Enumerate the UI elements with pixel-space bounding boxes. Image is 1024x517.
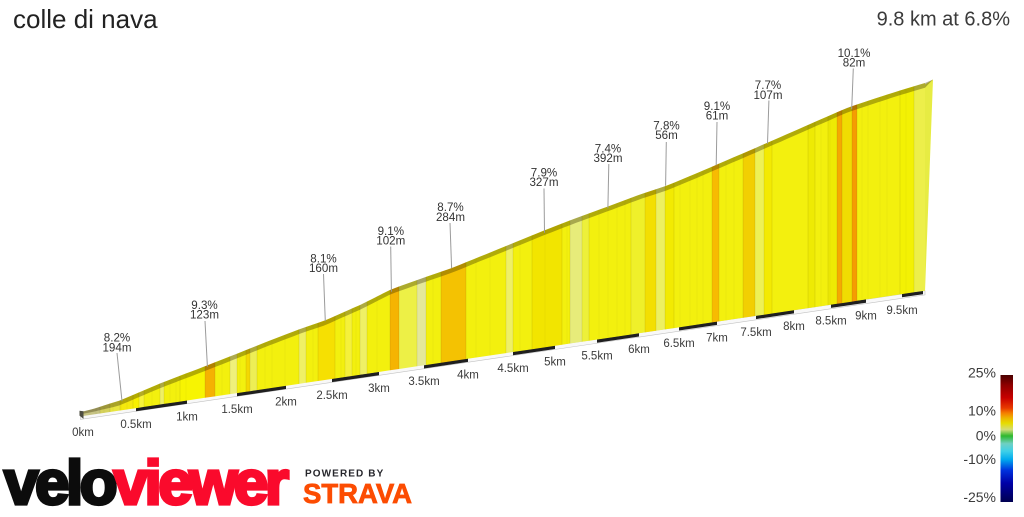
svg-text:viewer: viewer: [114, 449, 289, 512]
svg-text:2.5km: 2.5km: [316, 390, 347, 402]
svg-text:327m: 327m: [529, 176, 558, 189]
svg-text:colle di nava: colle di nava: [13, 4, 158, 34]
svg-text:9.1%: 9.1%: [378, 225, 404, 238]
svg-text:61m: 61m: [706, 110, 729, 123]
svg-text:4km: 4km: [457, 370, 479, 382]
svg-text:STRAVA: STRAVA: [303, 478, 412, 509]
svg-text:160m: 160m: [309, 262, 338, 275]
svg-text:1km: 1km: [176, 411, 198, 423]
svg-text:3.5km: 3.5km: [408, 376, 439, 388]
svg-text:2km: 2km: [275, 397, 297, 409]
svg-text:0.5km: 0.5km: [120, 419, 151, 431]
svg-text:9.8 km at 6.8%: 9.8 km at 6.8%: [877, 9, 1011, 31]
svg-text:82m: 82m: [843, 57, 866, 70]
svg-text:POWERED BY: POWERED BY: [305, 468, 384, 479]
svg-text:9km: 9km: [855, 310, 877, 322]
svg-text:4.5km: 4.5km: [497, 363, 528, 375]
svg-text:6.5km: 6.5km: [663, 338, 694, 350]
svg-text:102m: 102m: [376, 235, 405, 248]
svg-text:10.1%: 10.1%: [838, 47, 871, 60]
svg-text:7.7%: 7.7%: [755, 79, 781, 92]
svg-text:7.8%: 7.8%: [653, 120, 679, 133]
svg-text:123m: 123m: [190, 308, 219, 321]
svg-text:0km: 0km: [72, 427, 94, 439]
svg-text:0%: 0%: [976, 428, 996, 444]
svg-text:7.9%: 7.9%: [531, 166, 557, 179]
svg-text:-25%: -25%: [963, 489, 996, 505]
svg-text:9.5km: 9.5km: [886, 305, 917, 317]
svg-text:5.5km: 5.5km: [581, 350, 612, 362]
svg-text:7km: 7km: [706, 333, 728, 345]
svg-text:284m: 284m: [436, 211, 465, 224]
svg-text:9.3%: 9.3%: [191, 299, 217, 312]
svg-text:9.1%: 9.1%: [704, 100, 730, 113]
svg-text:25%: 25%: [968, 365, 996, 381]
svg-text:5km: 5km: [544, 357, 566, 369]
svg-text:7.4%: 7.4%: [595, 142, 621, 155]
svg-text:10%: 10%: [968, 403, 996, 419]
svg-text:56m: 56m: [655, 129, 678, 142]
svg-text:8.1%: 8.1%: [310, 253, 336, 266]
svg-text:107m: 107m: [753, 89, 782, 102]
svg-text:8.7%: 8.7%: [437, 201, 463, 214]
svg-text:194m: 194m: [102, 341, 131, 354]
svg-text:velo: velo: [4, 449, 116, 512]
svg-text:8.2%: 8.2%: [104, 332, 130, 345]
svg-text:3km: 3km: [368, 383, 390, 395]
svg-text:8km: 8km: [783, 321, 805, 333]
svg-text:8.5km: 8.5km: [815, 316, 846, 328]
svg-text:-10%: -10%: [963, 451, 996, 467]
svg-text:1.5km: 1.5km: [221, 404, 252, 416]
svg-text:7.5km: 7.5km: [740, 327, 771, 339]
svg-text:392m: 392m: [593, 152, 622, 165]
svg-text:6km: 6km: [628, 344, 650, 356]
